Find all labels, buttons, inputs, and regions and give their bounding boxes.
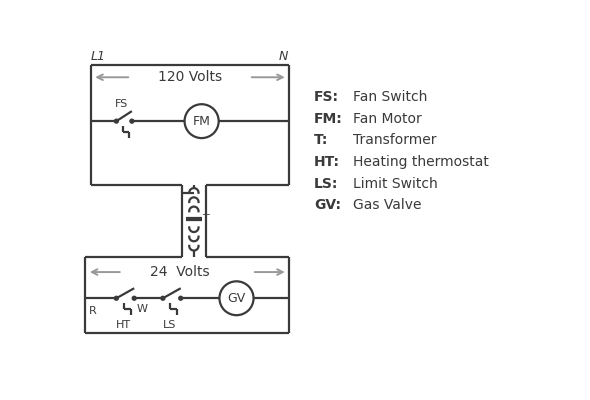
Circle shape: [130, 119, 134, 123]
Text: LS: LS: [163, 320, 176, 330]
Circle shape: [114, 119, 119, 123]
Text: LS:: LS:: [314, 176, 339, 190]
Text: GV:: GV:: [314, 198, 341, 212]
Circle shape: [114, 296, 119, 300]
Circle shape: [161, 296, 165, 300]
Text: N: N: [278, 50, 288, 63]
Text: FS: FS: [115, 99, 128, 109]
Text: Heating thermostat: Heating thermostat: [353, 155, 489, 169]
Text: Fan Switch: Fan Switch: [353, 90, 427, 104]
Text: GV: GV: [227, 292, 245, 305]
Text: L1: L1: [91, 50, 106, 63]
Text: HT:: HT:: [314, 155, 340, 169]
Text: Fan Motor: Fan Motor: [353, 112, 421, 126]
Text: FS:: FS:: [314, 90, 339, 104]
Text: Transformer: Transformer: [353, 134, 436, 148]
Text: Limit Switch: Limit Switch: [353, 176, 438, 190]
Text: T: T: [203, 214, 210, 224]
Text: W: W: [136, 304, 148, 314]
Text: FM: FM: [193, 115, 211, 128]
Text: T:: T:: [314, 134, 329, 148]
Text: 24  Volts: 24 Volts: [150, 265, 209, 279]
Circle shape: [179, 296, 183, 300]
Text: HT: HT: [116, 320, 130, 330]
Text: R: R: [89, 306, 97, 316]
Circle shape: [132, 296, 136, 300]
Text: Gas Valve: Gas Valve: [353, 198, 421, 212]
Text: FM:: FM:: [314, 112, 343, 126]
Text: 120 Volts: 120 Volts: [158, 70, 222, 84]
